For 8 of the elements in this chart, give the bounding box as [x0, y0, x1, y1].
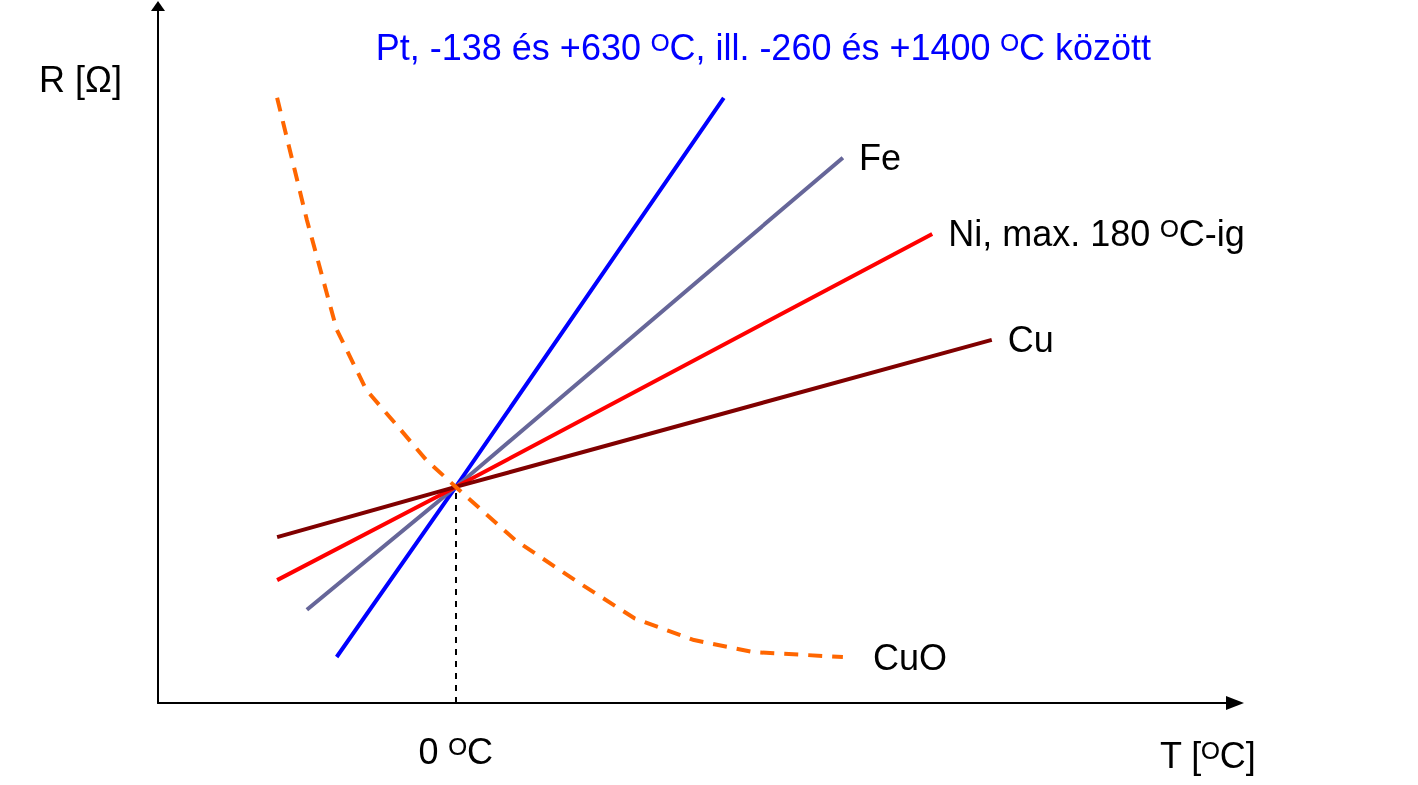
series-label: Cu	[1007, 319, 1054, 361]
series-label: Fe	[858, 137, 901, 179]
series-label: Ni, max. 180 ᴼC-ig	[948, 213, 1245, 255]
y-axis-title: R [Ω]	[39, 58, 122, 100]
text: 0 ᴼC	[418, 730, 493, 772]
x-axis-title: T [ᴼC]	[1160, 734, 1256, 776]
series-label: Pt, -138 és +630 ᴼC, ill. -260 és +1400 ᴼC között	[375, 27, 1152, 69]
series-label: CuO	[872, 636, 947, 678]
